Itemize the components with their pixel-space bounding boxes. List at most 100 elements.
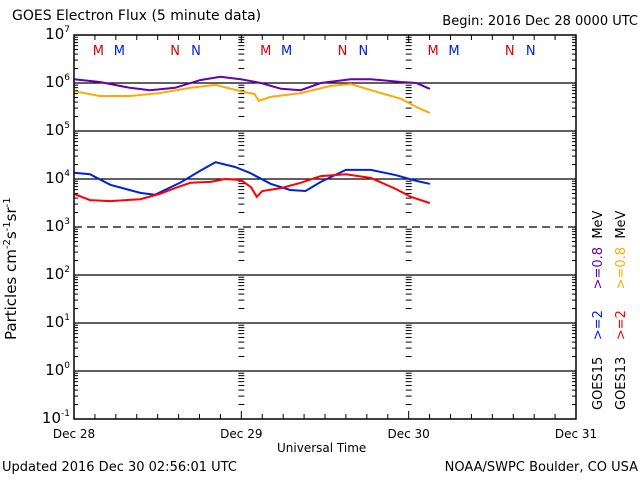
series-point-1 <box>240 90 242 92</box>
x-tick-label: Dec 29 <box>220 427 263 441</box>
marker-M: M <box>427 44 438 59</box>
x-tick-label: Dec 30 <box>387 427 430 441</box>
legend-goes15-satellite: GOES15 <box>591 356 606 410</box>
series-point-1 <box>253 93 256 95</box>
marker-N: N <box>358 44 368 59</box>
x-tick-label: Dec 28 <box>52 427 96 441</box>
series-point-2 <box>109 184 111 186</box>
series-point-2 <box>139 192 141 194</box>
series-point-2 <box>179 182 181 184</box>
series-point-3 <box>189 182 192 184</box>
marker-N: N <box>338 44 348 59</box>
marker-N: N <box>191 44 201 59</box>
y-tick-base: 10 <box>45 217 65 235</box>
series-point-3 <box>280 187 282 189</box>
series-point-0 <box>280 88 282 90</box>
y-tick-base: 10 <box>45 361 65 379</box>
y-tick-exponent: 7 <box>64 25 70 35</box>
y-tick-label: 104 <box>30 169 70 187</box>
series-point-3 <box>320 175 322 177</box>
series-point-3 <box>256 196 258 198</box>
y-tick-exponent: -1 <box>61 409 70 419</box>
updated-timestamp: Updated 2016 Dec 30 02:56:01 UTC <box>2 460 237 475</box>
series-point-1 <box>350 83 352 85</box>
series-point-3 <box>428 202 431 204</box>
series-point-0 <box>199 79 201 81</box>
y-tick-label: 106 <box>30 73 70 91</box>
y-tick-base: 10 <box>45 25 65 43</box>
series-point-0 <box>320 82 322 84</box>
y-tick-label: 100 <box>30 361 70 379</box>
marker-N: N <box>505 44 515 59</box>
y-tick-exponent: 5 <box>64 121 70 131</box>
series-point-0 <box>99 81 101 83</box>
series-point-1 <box>214 84 217 86</box>
series-point-0 <box>428 88 431 90</box>
marker-N: N <box>170 44 180 59</box>
series-point-0 <box>240 78 242 80</box>
legend-goes15-unit: MeV <box>591 210 606 239</box>
marker-M: M <box>281 44 292 59</box>
series-point-2 <box>199 170 201 172</box>
series-point-2 <box>428 183 431 185</box>
legend-goes13: GOES13 >=2 >=0.8 MeV <box>614 211 629 410</box>
y-tick-label: 102 <box>30 265 70 283</box>
series-point-1 <box>270 96 272 98</box>
series-point-1 <box>99 95 101 97</box>
series-point-0 <box>219 76 222 78</box>
begin-time: Begin: 2016 Dec 28 0000 UTC <box>442 14 638 29</box>
y-tick-base: 10 <box>41 409 62 427</box>
series-point-1 <box>370 89 372 91</box>
y-tick-label: 107 <box>30 25 70 43</box>
series-point-0 <box>299 89 302 91</box>
series-point-2 <box>345 169 347 171</box>
marker-M: M <box>114 44 125 59</box>
series-point-0 <box>350 78 352 80</box>
series-point-3 <box>395 188 397 190</box>
y-tick-exponent: 4 <box>64 169 70 179</box>
x-tick-label: Dec 31 <box>554 427 598 441</box>
series-point-2 <box>304 190 307 192</box>
legend-goes13-satellite: GOES13 <box>614 356 629 410</box>
chart-title: GOES Electron Flux (5 minute data) <box>12 8 262 24</box>
x-axis-label: Universal Time <box>277 441 367 455</box>
series-point-3 <box>109 200 111 202</box>
series-point-0 <box>370 78 372 80</box>
y-tick-base: 10 <box>45 265 65 283</box>
series-point-0 <box>260 82 262 84</box>
series-point-1 <box>159 92 161 94</box>
series-point-2 <box>89 173 91 175</box>
y-tick-exponent: 1 <box>64 313 70 323</box>
legend-goes13-unit: MeV <box>614 210 629 239</box>
y-tick-exponent: 0 <box>64 361 70 371</box>
series-point-2 <box>395 174 397 176</box>
series-point-0 <box>149 89 151 91</box>
y-tick-label: 101 <box>30 313 70 331</box>
y-tick-base: 10 <box>45 313 65 331</box>
series-point-1 <box>258 100 260 102</box>
y-axis-label: Particles cm-2s-1sr-1 <box>2 197 20 340</box>
legend-goes13-channel-2: >=2 <box>614 310 629 341</box>
series-point-2 <box>249 172 251 174</box>
series-point-1 <box>329 85 332 87</box>
series-point-3 <box>240 179 242 181</box>
series-point-3 <box>174 187 176 189</box>
series-point-2 <box>270 183 272 185</box>
series-point-3 <box>139 198 141 200</box>
y-tick-exponent: 2 <box>64 265 70 275</box>
y-tick-base: 10 <box>45 73 65 91</box>
plot-frame <box>73 34 577 420</box>
series-point-0 <box>129 87 131 89</box>
marker-M: M <box>93 44 104 59</box>
series-point-2 <box>370 169 372 171</box>
series-point-3 <box>410 196 412 198</box>
y-tick-label: 105 <box>30 121 70 139</box>
y-tick-base: 10 <box>45 121 65 139</box>
series-point-3 <box>210 181 212 183</box>
marker-M: M <box>260 44 271 59</box>
series-point-2 <box>289 189 291 191</box>
series-point-3 <box>299 182 302 184</box>
series-point-2 <box>320 181 322 183</box>
legend-goes15: GOES15 >=2 >=0.8 MeV <box>591 211 606 410</box>
